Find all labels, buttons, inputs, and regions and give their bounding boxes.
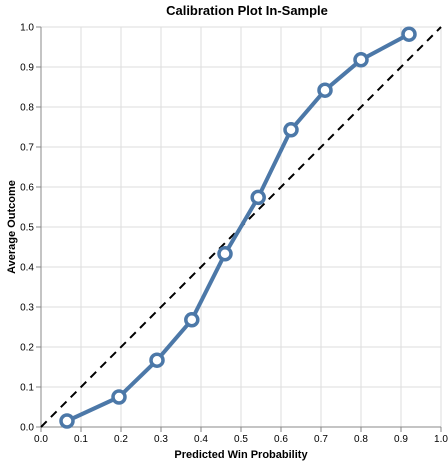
y-axis-title: Average Outcome (6, 180, 18, 274)
x-tick-label: 0.5 (234, 434, 248, 445)
x-tick-label: 0.9 (394, 434, 408, 445)
data-point (111, 389, 127, 405)
data-point (184, 312, 200, 328)
chart-title: Calibration Plot In-Sample (166, 3, 328, 18)
y-tick-label: 0.7 (20, 143, 34, 154)
y-tick-label: 0.3 (20, 303, 34, 314)
y-tick-label: 1.0 (20, 23, 34, 34)
data-point (401, 26, 417, 42)
x-tick-label: 0.8 (354, 434, 368, 445)
x-tick-label: 0.6 (274, 434, 288, 445)
data-point (250, 189, 266, 206)
y-tick-label: 0.4 (20, 263, 34, 274)
y-tick-label: 0.8 (20, 103, 34, 114)
series-layer (59, 26, 417, 429)
x-tick-label: 1.0 (434, 434, 448, 445)
data-point (59, 413, 75, 429)
x-tick-label: 0.0 (34, 434, 48, 445)
data-point (149, 352, 165, 368)
x-tick-label: 0.1 (74, 434, 88, 445)
x-tick-label: 0.3 (154, 434, 168, 445)
x-axis-title: Predicted Win Probability (174, 449, 308, 461)
data-point (217, 246, 233, 262)
y-tick-label: 0.1 (20, 383, 34, 394)
data-point (353, 52, 369, 68)
x-tick-label: 0.4 (194, 434, 208, 445)
y-tick-label: 0.6 (20, 183, 34, 194)
data-point (317, 82, 333, 98)
x-tick-label: 0.2 (114, 434, 128, 445)
y-tick-label: 0.5 (20, 223, 34, 234)
y-tick-label: 0.2 (20, 343, 34, 354)
y-tick-label: 0.0 (20, 423, 34, 434)
axes: 0.0 0.1 0.2 0.3 0.4 0.5 0.6 0.7 0.8 0.9 1.0 0.0 0.1 0… (20, 23, 448, 446)
y-tick-label: 0.9 (20, 63, 34, 74)
x-tick-label: 0.7 (314, 434, 328, 445)
data-point (283, 122, 299, 138)
series-line (65, 32, 411, 423)
